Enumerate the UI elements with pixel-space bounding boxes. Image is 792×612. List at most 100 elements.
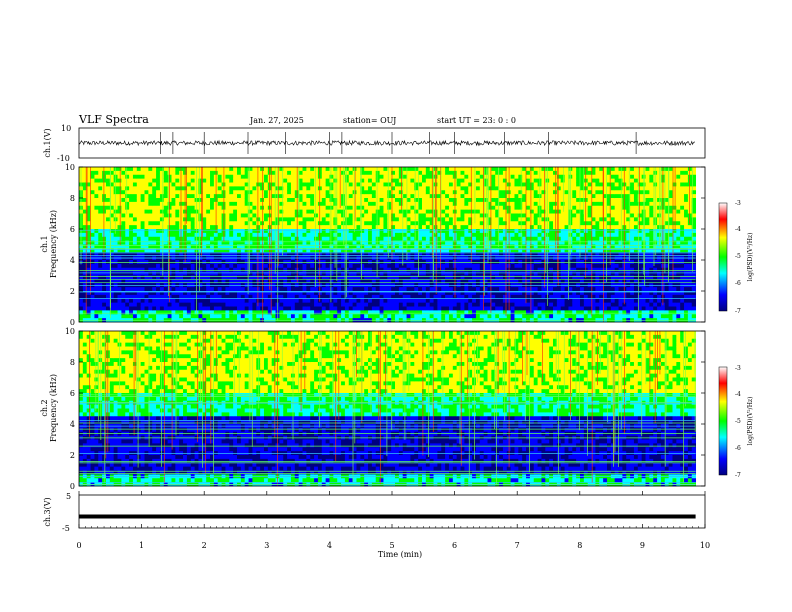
spectrogram-cell xyxy=(468,205,473,211)
spectrogram-cell xyxy=(379,217,384,222)
spectrogram-cell xyxy=(156,291,161,296)
spectrogram-cell xyxy=(368,271,373,276)
spectrogram-cell xyxy=(175,287,180,292)
spectrogram-cell xyxy=(472,229,477,234)
spectrogram-cell xyxy=(186,209,192,214)
spectrogram-cell xyxy=(391,174,396,180)
spectrogram-cell xyxy=(472,298,477,304)
spectrogram-cell xyxy=(82,178,88,183)
spectrogram-cell xyxy=(248,167,253,172)
spectrogram-cell xyxy=(210,275,215,280)
spectrogram-cell xyxy=(121,201,126,207)
spectrogram-cell xyxy=(221,279,226,284)
spectrogram-cell xyxy=(344,170,350,176)
spectrogram-cell xyxy=(298,190,303,195)
spectrogram-cell xyxy=(479,240,485,245)
spectrogram-cell xyxy=(410,170,415,176)
spectrogram-cell xyxy=(163,302,169,307)
spectrogram-cell xyxy=(549,198,554,203)
spectrogram-cell xyxy=(283,170,288,176)
spectrogram-cell xyxy=(237,244,242,249)
spectrogram-cell xyxy=(140,232,145,238)
spectrogram-cell xyxy=(541,267,546,273)
spectrogram-cell xyxy=(429,194,434,199)
spectrogram-cell xyxy=(475,267,481,273)
spectrogram-cell xyxy=(321,221,327,226)
spectrogram-cell xyxy=(487,294,492,300)
spectrogram-cell xyxy=(445,194,450,199)
spectrogram-cell xyxy=(290,248,296,253)
spectrogram-cell xyxy=(233,248,238,253)
spectrogram-cell xyxy=(240,221,246,226)
spectrogram-cell xyxy=(502,240,508,245)
spectrogram-cell xyxy=(348,209,354,214)
spectrogram-cell xyxy=(233,260,238,265)
spectrogram-cell xyxy=(290,291,296,296)
spectrogram-cell xyxy=(529,213,535,218)
spectrogram-cell xyxy=(441,260,446,265)
spectrogram-cell xyxy=(344,174,350,180)
spectrogram-cell xyxy=(321,244,327,249)
spectrogram-cell xyxy=(495,194,500,199)
spectrogram-cell xyxy=(82,217,88,222)
spectrogram-cell xyxy=(387,302,392,307)
spectrogram-cell xyxy=(190,167,196,172)
spectrogram-cell xyxy=(514,182,519,187)
spectrogram-cell xyxy=(206,263,211,269)
spectrogram-cell xyxy=(306,209,311,214)
spectrogram-cell xyxy=(310,306,315,311)
spectrogram-cell xyxy=(553,178,558,183)
spectrogram-cell xyxy=(244,190,249,195)
spectrogram-cell xyxy=(248,182,253,187)
spectrogram-cell xyxy=(537,271,542,276)
spectrogram-cell xyxy=(418,244,423,249)
spectrogram-cell xyxy=(171,260,176,265)
spectrogram-cell xyxy=(263,248,269,253)
spectrogram-cell xyxy=(479,271,485,276)
spectrogram-cell xyxy=(518,205,523,211)
spectrogram-cell xyxy=(148,298,153,304)
spectrogram-cell xyxy=(140,260,145,265)
spectrogram-cell xyxy=(549,263,554,269)
spectrogram-cell xyxy=(533,263,538,269)
spectrogram-cell xyxy=(244,170,249,176)
spectrogram-cell xyxy=(306,236,311,242)
spectrogram-cell xyxy=(414,302,419,307)
spectrogram-cell xyxy=(406,186,411,191)
date-label: Jan. 27, 2025 xyxy=(249,116,304,125)
spectrogram-cell xyxy=(410,244,415,249)
spectrogram-cell xyxy=(210,244,215,249)
spectrogram-cell xyxy=(433,244,438,249)
spectrogram-cell xyxy=(244,205,249,211)
spectrogram-cell xyxy=(298,271,303,276)
spectrogram-cell xyxy=(210,186,215,191)
spectrogram-cell xyxy=(148,260,153,265)
spectrogram-cell xyxy=(445,225,450,230)
spectrogram-cell xyxy=(136,314,142,319)
spectrogram-cell xyxy=(433,271,438,276)
spectrogram-cell xyxy=(163,248,169,253)
spectrogram-cell xyxy=(518,213,523,218)
spectrogram-cell xyxy=(237,236,242,242)
spectrogram-cell xyxy=(468,194,473,199)
spectrogram-cell xyxy=(98,271,103,276)
spectrogram-cell xyxy=(441,248,446,253)
spectrogram-cell xyxy=(217,267,222,273)
spectrogram-cell xyxy=(371,291,377,296)
spectrogram-cell xyxy=(398,260,404,265)
spectrogram-cell xyxy=(556,167,562,172)
spectrogram-cell xyxy=(229,209,234,214)
spectrogram-cell xyxy=(414,198,419,203)
spectrogram-cell xyxy=(90,252,95,257)
spectrogram-cell xyxy=(198,240,203,245)
spectrogram-cell xyxy=(414,271,419,276)
spectrogram-cell xyxy=(244,213,249,218)
spectrogram-cell xyxy=(163,310,169,315)
spectrogram-cell xyxy=(144,174,149,180)
spectrogram-cell xyxy=(125,221,130,226)
spectrogram-cell xyxy=(337,302,342,307)
spectrogram-cell xyxy=(475,310,481,315)
spectrogram-cell xyxy=(472,186,477,191)
spectrogram-cell xyxy=(510,267,515,273)
spectrogram-cell xyxy=(433,236,438,242)
